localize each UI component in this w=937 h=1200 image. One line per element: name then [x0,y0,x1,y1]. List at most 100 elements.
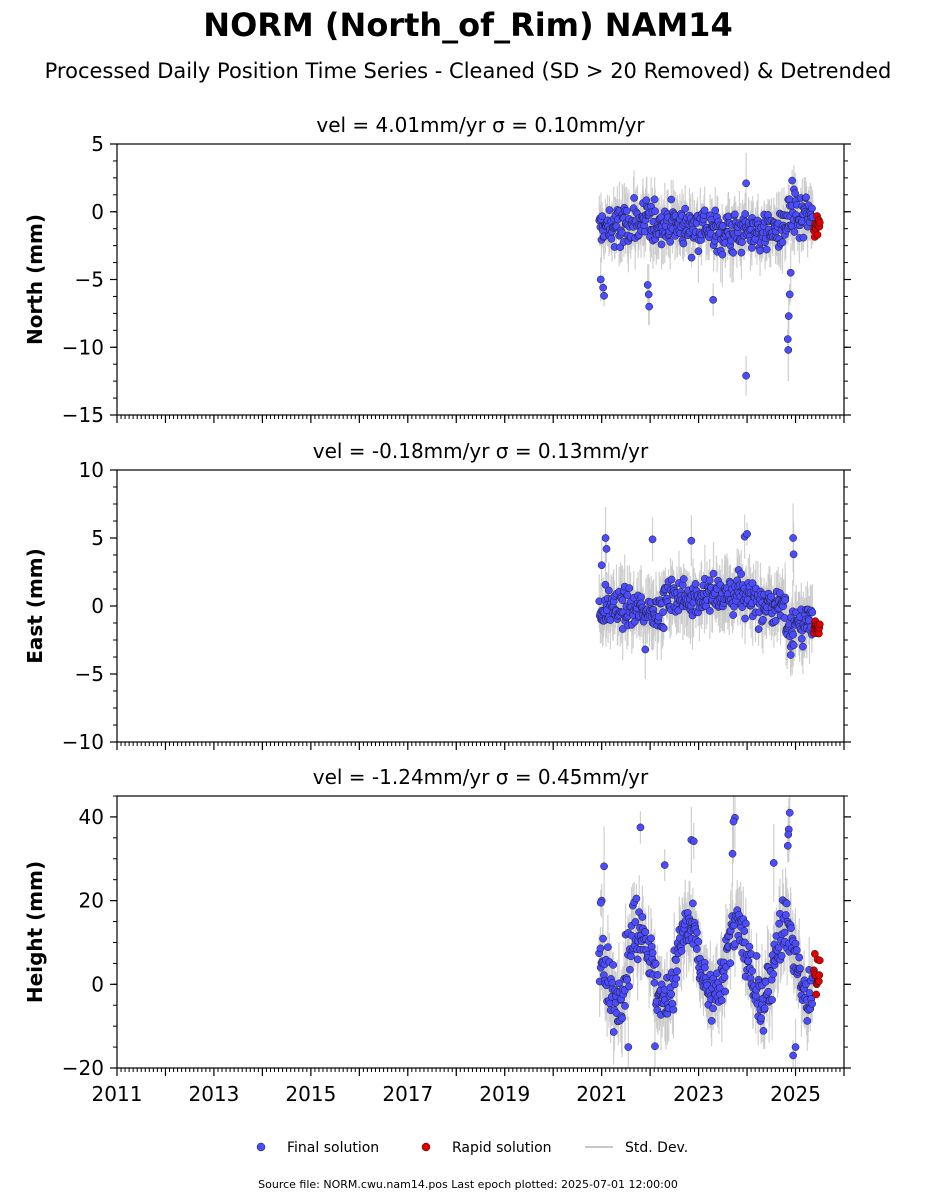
final-point [784,830,793,839]
final-point [615,979,623,988]
final-point [740,927,749,935]
legend-final-marker [256,1142,266,1152]
final-point [689,899,697,908]
final-point [623,976,631,984]
final-point [808,999,816,1008]
final-point [729,248,738,257]
final-point [788,176,796,185]
legend-rapid-label: Rapid solution [452,1140,552,1156]
final-point [745,942,754,951]
plot-frame [116,143,845,416]
final-point [691,580,700,588]
final-point [711,206,720,215]
final-point [776,589,784,597]
final-point [744,957,753,965]
final-point [642,196,651,205]
final-point [791,939,800,948]
final-point [622,207,631,215]
final-point [677,947,686,955]
source-footer: Source file: NORM.cwu.nam14.pos Last epo… [258,1178,678,1191]
final-point [768,995,776,1004]
final-point [784,346,793,354]
final-point [638,913,647,921]
final-point [789,630,798,639]
y-tick-label: 5 [91,132,104,156]
final-point [651,207,659,216]
y-axis-label: North (mm) [23,214,47,345]
final-point [660,861,669,869]
final-point [618,625,627,633]
final-point [787,924,795,933]
x-tick-label: 2013 [188,1082,239,1106]
final-point [785,290,794,299]
final-point [633,955,642,964]
final-point [624,1043,633,1051]
final-point [803,1017,812,1025]
final-point [608,979,617,987]
final-point [778,238,787,247]
final-point [783,335,792,343]
final-point [651,960,660,968]
final-point [767,592,775,601]
final-point [599,283,607,292]
final-point [737,570,746,578]
final-point [596,944,605,953]
final-point [792,946,801,954]
final-point [673,967,681,976]
y-tick-label: −10 [62,335,104,359]
final-point [657,240,666,249]
final-point [601,534,610,542]
final-point [789,1051,797,1060]
rapid-point [813,230,822,239]
y-tick-label: 5 [91,526,104,550]
final-solution-points [595,530,817,659]
y-tick-label: 20 [79,889,104,913]
y-tick-label: 0 [91,594,104,618]
final-point [742,919,750,928]
figure-title: NORM (North_of_Rim) NAM14 [203,6,732,44]
final-point [782,911,790,919]
final-point [597,561,606,570]
y-tick-label: 0 [91,972,104,996]
final-point [791,189,799,198]
final-point [784,312,793,320]
final-point [648,535,657,544]
final-point [641,927,650,936]
final-point [789,534,797,542]
final-point [650,195,659,204]
rapid-point [815,218,824,227]
final-point [650,978,659,987]
final-point [737,248,746,257]
final-point [805,616,813,625]
height-panel: vel = -1.24mm/yr σ = 0.45mm/yr Height (mm… [23,765,851,1106]
final-point [687,536,696,545]
final-point [748,579,757,587]
final-point [720,973,729,981]
final-point [785,808,794,817]
final-point [681,204,690,213]
final-point [627,952,635,961]
x-tick-label: 2019 [479,1082,530,1106]
final-point [667,575,676,584]
rapid-solution-points [810,949,824,999]
final-point [728,849,737,858]
final-point [717,996,726,1005]
y-tick-label: −10 [62,730,104,754]
rapid-point [815,956,824,965]
final-point [769,970,778,979]
final-point [632,894,641,903]
final-point [604,586,613,595]
rapid-point [815,971,824,979]
final-point [630,194,638,202]
final-point [789,641,798,649]
final-point [747,244,756,252]
final-point [783,841,792,850]
x-tick-label: 2015 [285,1082,336,1106]
final-point [618,596,627,605]
rapid-point [815,620,824,629]
final-point [679,239,688,248]
panel-title: vel = -1.24mm/yr σ = 0.45mm/yr [313,765,649,789]
final-point [618,1014,626,1023]
final-point [644,290,653,299]
